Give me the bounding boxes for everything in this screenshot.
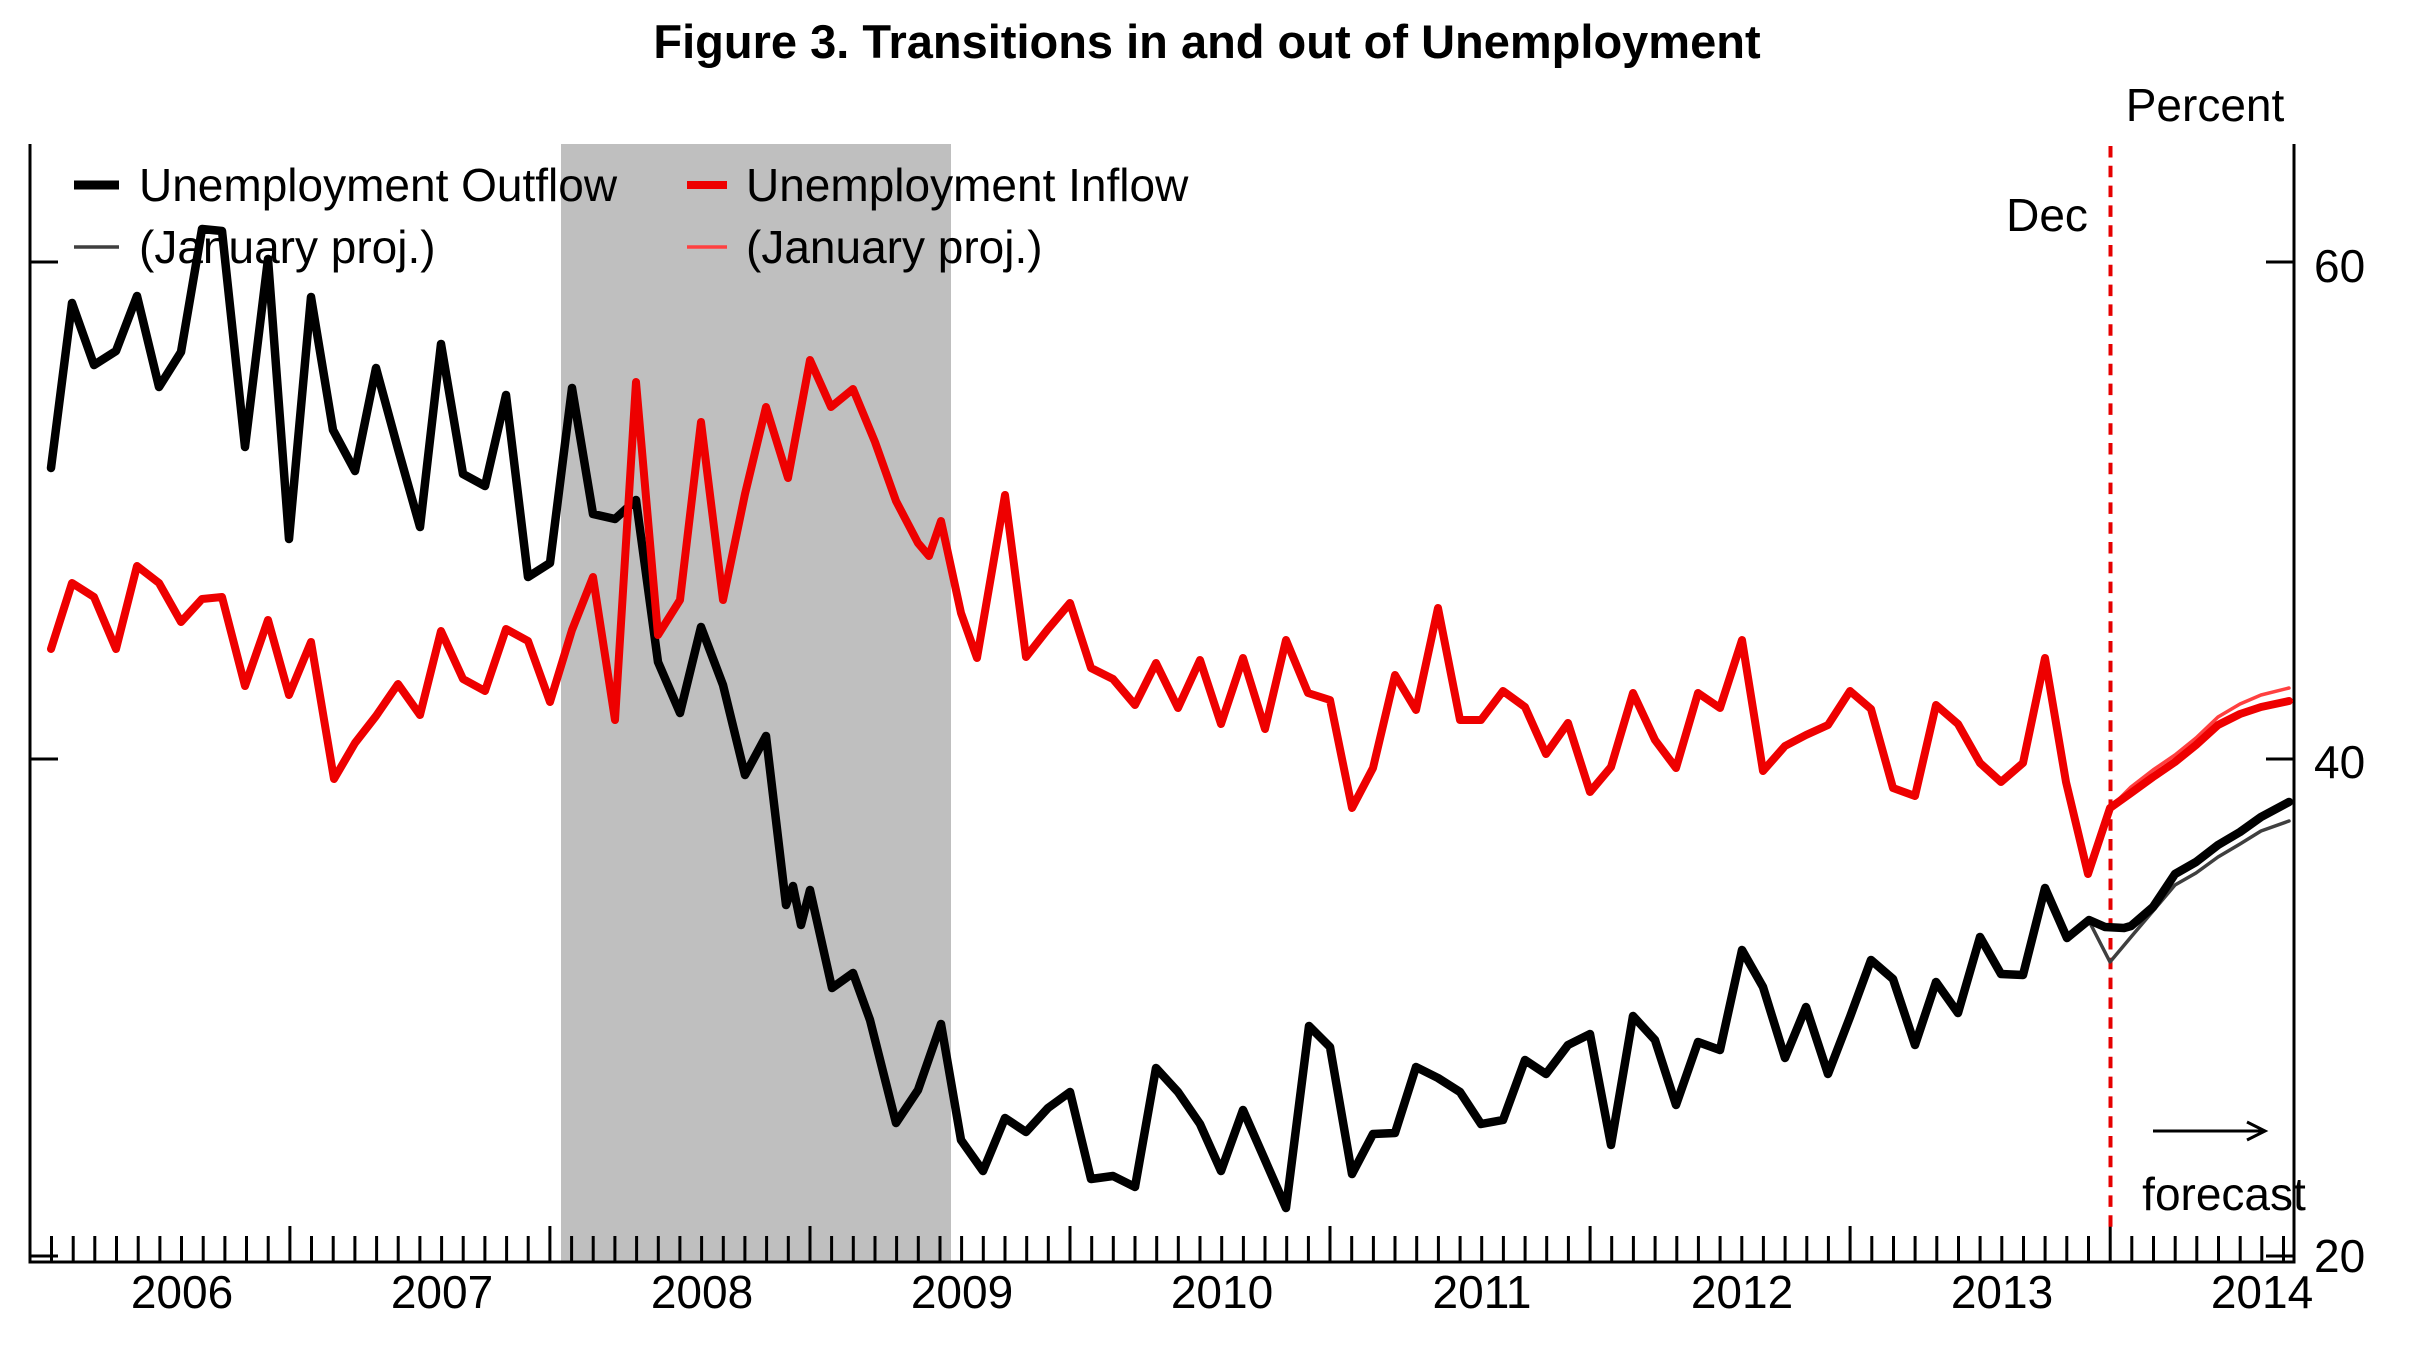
svg-text:2013: 2013	[1951, 1266, 2053, 1318]
svg-text:Percent: Percent	[2126, 79, 2285, 131]
svg-text:20: 20	[2314, 1230, 2365, 1282]
svg-text:2009: 2009	[911, 1266, 1013, 1318]
svg-text:60: 60	[2314, 240, 2365, 292]
svg-text:Figure 3. Transitions in and o: Figure 3. Transitions in and out of Unem…	[653, 15, 1761, 68]
svg-text:2007: 2007	[391, 1266, 493, 1318]
svg-text:Unemployment Outflow: Unemployment Outflow	[139, 159, 618, 211]
svg-text:(January proj.): (January proj.)	[746, 221, 1043, 273]
svg-text:2012: 2012	[1691, 1266, 1793, 1318]
svg-text:Dec: Dec	[2006, 189, 2088, 241]
svg-text:(January proj.): (January proj.)	[139, 221, 436, 273]
svg-text:2006: 2006	[131, 1266, 233, 1318]
svg-text:Unemployment Inflow: Unemployment Inflow	[746, 159, 1189, 211]
svg-text:2014: 2014	[2211, 1266, 2313, 1318]
svg-text:2008: 2008	[651, 1266, 753, 1318]
svg-text:2010: 2010	[1171, 1266, 1273, 1318]
svg-text:2011: 2011	[1433, 1266, 1532, 1318]
svg-text:40: 40	[2314, 736, 2365, 788]
svg-text:forecast: forecast	[2142, 1168, 2306, 1220]
